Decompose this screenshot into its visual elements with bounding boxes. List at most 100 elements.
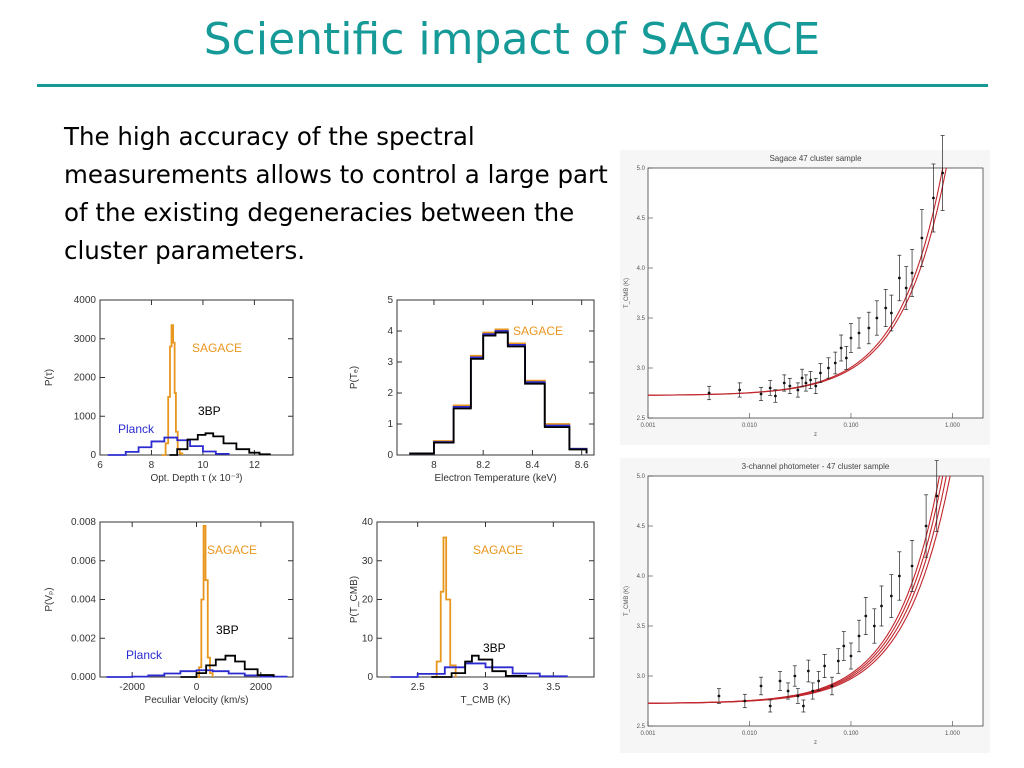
data-point [935, 494, 939, 498]
y-tick-label: 3.0 [637, 366, 646, 372]
x-tick-label: 3 [483, 682, 489, 693]
data-point [844, 356, 848, 360]
x-tick-label: 10 [197, 460, 209, 471]
chart-tcmb: 2.5 3 3.5 0 10 20 30 40 T_CMB (K) P(T_CMB) SAGACE 3… [349, 517, 595, 706]
x-tick-label: 1.000 [945, 731, 961, 737]
label-3bp: 3BP [198, 404, 221, 418]
y-tick-label: 2.5 [637, 416, 646, 422]
y-tick-label: 0.000 [71, 672, 96, 683]
y-tick-label: 30 [362, 556, 374, 567]
data-point [889, 594, 893, 598]
data-point [924, 524, 928, 528]
x-tick-label: 0.100 [843, 423, 859, 429]
x-tick-label: 0.100 [843, 731, 859, 737]
data-point [796, 694, 800, 698]
data-point [889, 311, 893, 315]
data-point [875, 316, 879, 320]
x-tick-label: 0.010 [742, 423, 758, 429]
x-axis-label: Opt. Depth τ (x 10⁻³) [150, 473, 242, 484]
y-axis-label: P(Tₑ) [349, 366, 360, 389]
series-sagace-line [194, 524, 214, 678]
body-text: The high accuracy of the spectral measur… [64, 122, 608, 265]
data-point [849, 654, 853, 658]
data-point [800, 376, 804, 380]
data-point [786, 689, 790, 693]
data-point [796, 388, 800, 392]
y-tick-label: 40 [362, 517, 374, 528]
data-point [857, 634, 861, 638]
data-point [707, 391, 711, 395]
data-point [941, 171, 945, 175]
data-point [910, 564, 914, 568]
label-planck: Planck [126, 648, 163, 662]
y-tick-label: 2 [387, 388, 393, 399]
data-point [819, 371, 822, 375]
label-3bp: 3BP [216, 623, 239, 637]
data-point [738, 388, 742, 392]
chart-photometer-cluster-sample: 3-channel photometer - 47 cluster sample… [620, 458, 990, 753]
data-point [920, 236, 924, 240]
y-tick-label: 3000 [74, 334, 97, 345]
y-tick-label: 5 [387, 295, 393, 306]
chart-sagace-cluster-sample: Sagace 47 cluster sample 0.001 0.010 0.100 1… [620, 135, 990, 445]
y-tick-label: 4.0 [637, 266, 646, 272]
x-tick-label: 3.5 [546, 682, 560, 693]
chart-peculiar-velocity: -2000 0 2000 0.000 0.002 0.004 0.006 0.008 Pecul… [44, 517, 294, 706]
y-tick-label: 20 [362, 595, 374, 606]
data-point [830, 684, 834, 688]
chart-electron-temperature: 8 8.2 8.4 8.6 0 1 2 3 4 5 Electron Temperature (ke… [349, 295, 595, 484]
slide-title: Scientific impact of SAGACE [203, 14, 821, 65]
y-tick-label: 0.002 [71, 633, 96, 644]
y-tick-label: 2000 [74, 373, 97, 384]
x-tick-label: -2000 [119, 682, 145, 693]
series-sagace-line [431, 536, 457, 678]
label-sagace: SAGACE [207, 543, 257, 557]
data-point [768, 704, 772, 708]
y-tick-label: 0 [367, 672, 373, 683]
x-tick-label: 8.4 [525, 460, 539, 471]
y-tick-label: 0 [90, 450, 96, 461]
x-tick-label: 8.2 [476, 460, 490, 471]
data-point [836, 659, 840, 663]
x-tick-label: 12 [249, 460, 261, 471]
data-point [823, 664, 827, 668]
y-axis-label: P(Vₚ) [44, 587, 55, 611]
data-point [811, 689, 815, 693]
y-tick-label: 4000 [74, 295, 97, 306]
series-3bp-line [409, 331, 588, 455]
x-tick-label: 2.5 [411, 682, 425, 693]
series-planck-line [390, 662, 568, 678]
x-tick-label: 0.001 [640, 423, 656, 429]
x-tick-label: 8 [149, 460, 155, 471]
data-point [932, 196, 935, 200]
series-sagace-line [409, 328, 588, 455]
title-rule [37, 84, 988, 87]
data-point [880, 604, 883, 608]
y-tick-label: 5.0 [637, 166, 646, 172]
y-tick-label: 4.0 [637, 574, 646, 580]
y-tick-label: 0.008 [71, 517, 96, 528]
x-axis-label: z [814, 740, 817, 746]
data-point [809, 378, 812, 382]
y-tick-label: 4 [387, 326, 393, 337]
x-axis-label: Peculiar Velocity (km/s) [145, 695, 249, 706]
x-axis-label: T_CMB (K) [461, 695, 511, 706]
y-tick-label: 3.0 [637, 674, 646, 680]
y-tick-label: 5.0 [637, 474, 646, 480]
y-tick-label: 1 [387, 419, 393, 430]
x-tick-label: 8.6 [575, 460, 589, 471]
data-point [864, 614, 868, 618]
data-point [872, 624, 876, 628]
series-planck-line [106, 669, 288, 678]
data-point [802, 704, 805, 708]
label-sagace: SAGACE [513, 324, 563, 338]
data-point [793, 674, 797, 678]
series-planck-line [107, 436, 230, 456]
data-point [759, 392, 763, 396]
series-planck-line [409, 330, 588, 455]
data-point [857, 331, 861, 335]
y-tick-label: 0 [387, 450, 393, 461]
data-point [827, 366, 830, 370]
x-tick-label: 2000 [250, 682, 273, 693]
y-axis-label: P(T_CMB) [349, 576, 360, 623]
